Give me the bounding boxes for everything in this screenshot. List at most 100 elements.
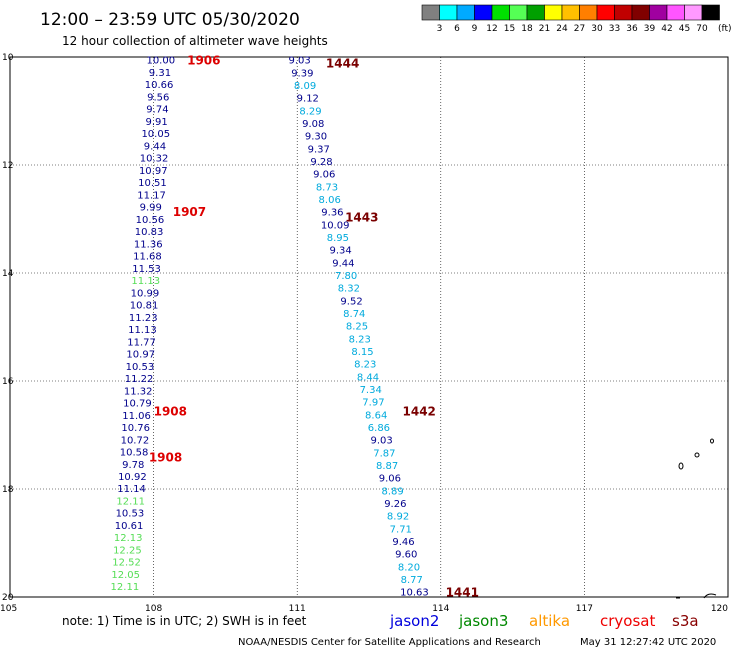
wave-height-reading: 8.09	[294, 81, 316, 92]
color-scale-unit: (ft)	[718, 24, 732, 34]
wave-height-reading: 12.11	[116, 496, 145, 507]
wave-height-reading: 10.58	[120, 448, 149, 459]
wave-height-reading: 10.92	[118, 472, 147, 483]
color-swatch	[544, 4, 563, 21]
color-swatch	[579, 4, 598, 21]
wave-height-reading: 9.74	[146, 105, 168, 116]
wave-height-reading: 9.52	[340, 296, 362, 307]
wave-height-reading: 7.87	[373, 448, 395, 459]
color-swatch	[491, 4, 510, 21]
wave-height-reading: 11.68	[133, 252, 162, 263]
color-swatch	[701, 4, 720, 21]
wave-height-reading: 8.25	[346, 322, 368, 333]
color-scale-label: 3	[437, 24, 443, 34]
wave-height-reading: 10.76	[121, 423, 150, 434]
longitude-tick-label: 120	[711, 604, 728, 614]
wave-height-reading: 9.34	[329, 246, 351, 257]
wave-height-reading: 9.30	[305, 132, 327, 143]
wave-height-reading: 9.91	[145, 117, 167, 128]
coastline	[703, 593, 717, 599]
satellite-legend-s3a: s3a	[672, 612, 699, 630]
wave-height-reading: 9.44	[332, 258, 354, 269]
wave-height-reading: 12.52	[112, 558, 141, 569]
longitude-tick-label: 105	[0, 604, 17, 614]
color-swatch	[649, 4, 668, 21]
pass-number: 1442	[403, 405, 436, 419]
wave-height-reading: 8.29	[299, 106, 321, 117]
latitude-tick-label: 14	[2, 269, 14, 279]
wave-height-reading: 10.51	[138, 178, 167, 189]
satellite-legend-altika: altika	[529, 612, 570, 630]
latitude-tick-label: 18	[2, 485, 14, 495]
island-outline	[678, 462, 684, 470]
wave-height-reading: 12.05	[111, 570, 140, 581]
wave-height-reading: 10.72	[121, 435, 150, 446]
satellite-legend: jason2 jason3 altika cryosat s3a	[389, 612, 699, 630]
wave-height-reading: 11.13	[131, 276, 160, 287]
wave-height-reading: 10.63	[400, 588, 429, 599]
wave-height-reading: 10.79	[123, 399, 152, 410]
color-scale-label: 27	[574, 24, 585, 34]
longitude-tick-label: 111	[289, 604, 306, 614]
color-swatch	[596, 4, 615, 21]
color-scale-label: 39	[644, 24, 656, 34]
color-scale-label: 24	[556, 24, 568, 34]
wave-height-reading: 9.60	[395, 550, 417, 561]
wave-height-reading: 12.25	[113, 545, 142, 556]
wave-height-reading: 10.97	[139, 166, 168, 177]
wave-height-reading: 9.37	[308, 144, 330, 155]
wave-height-reading: 8.64	[365, 410, 387, 421]
wave-height-reading: 6.86	[368, 423, 390, 434]
wave-height-reading: 10.83	[135, 227, 164, 238]
color-swatch	[439, 4, 458, 21]
color-scale-label: 21	[539, 24, 550, 34]
wave-height-reading: 8.15	[351, 347, 373, 358]
color-scale-label: 6	[454, 24, 460, 34]
map-subtitle: 12 hour collection of altimeter wave hei…	[62, 34, 328, 48]
wave-height-reading: 9.36	[321, 208, 343, 219]
wave-height-reading: 8.74	[343, 309, 365, 320]
latitude-tick-label: 12	[2, 161, 13, 171]
pass-number: 1908	[154, 405, 187, 419]
color-scale-label: 36	[626, 24, 638, 34]
wave-height-reading: 10.00	[146, 56, 175, 67]
wave-height-reading: 9.26	[384, 499, 406, 510]
wave-height-reading: 7.97	[362, 398, 384, 409]
wave-height-reading: 10.53	[126, 362, 155, 373]
wave-height-reading: 11.77	[127, 337, 156, 348]
wave-height-reading: 12.13	[114, 533, 143, 544]
wave-height-reading: 9.78	[122, 460, 144, 471]
footer-note: note: 1) Time is in UTC; 2) SWH is in fe…	[62, 614, 307, 628]
wave-height-reading: 10.99	[131, 288, 160, 299]
pass-number: 1443	[345, 210, 378, 224]
color-swatch	[456, 4, 475, 21]
wave-height-reading: 8.89	[381, 486, 403, 497]
wave-height-reading: 9.28	[310, 157, 332, 168]
pass-number: 1908	[149, 451, 182, 465]
altimeter-tracks: 10.009.3110.669.569.749.9110.059.4410.32…	[111, 56, 429, 599]
wave-height-reading: 10.81	[130, 301, 159, 312]
wave-height-reading: 11.14	[117, 484, 146, 495]
wave-height-reading: 8.23	[349, 334, 371, 345]
wave-height-reading: 8.32	[338, 284, 360, 295]
credit-text: NOAA/NESDIS Center for Satellite Applica…	[238, 637, 541, 648]
wave-height-reading: 8.77	[401, 575, 423, 586]
wave-height-reading: 10.05	[141, 129, 170, 140]
satellite-legend-jason3: jason3	[458, 612, 508, 630]
color-swatch	[474, 4, 493, 21]
pass-number: 1441	[446, 586, 479, 600]
wave-height-reading: 8.20	[398, 562, 420, 573]
color-swatch	[684, 4, 703, 21]
wave-height-reading: 8.73	[316, 182, 338, 193]
color-swatch	[421, 4, 440, 21]
wave-height-reading: 8.92	[387, 512, 409, 523]
color-swatch	[631, 4, 650, 21]
wave-height-reading: 9.08	[302, 119, 324, 130]
pass-number-labels: 1906 1907 1908 1908 1444 1443 1442 1441	[149, 54, 479, 600]
wave-height-reading: 11.36	[134, 239, 163, 250]
wave-height-reading: 9.56	[147, 92, 169, 103]
color-swatch	[509, 4, 528, 21]
color-swatch	[526, 4, 545, 21]
wave-height-reading: 9.46	[392, 537, 414, 548]
